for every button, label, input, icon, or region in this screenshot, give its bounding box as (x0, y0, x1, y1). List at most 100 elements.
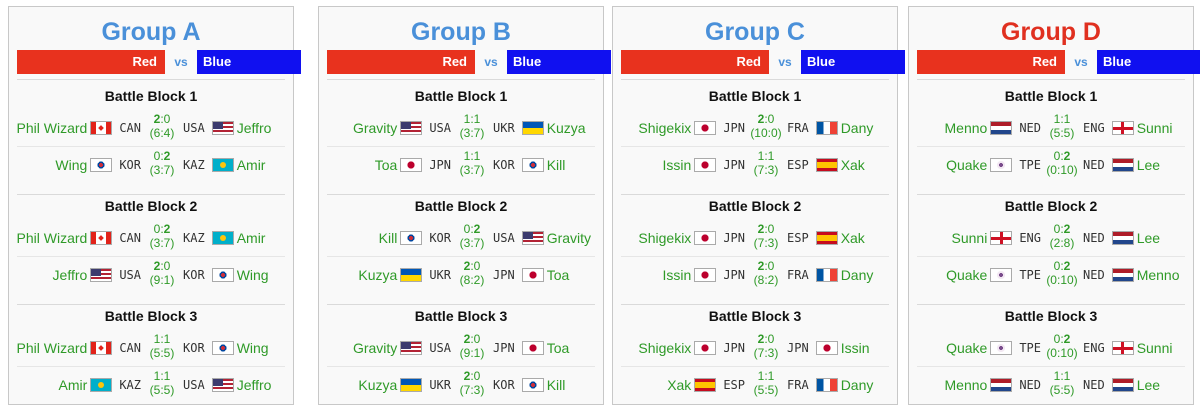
match-row: Menno NED 1:1 (5:5) ENG Sunni (909, 112, 1193, 144)
country-code: JPN (493, 268, 515, 282)
player-name[interactable]: Toa (546, 267, 570, 283)
match-row: Sunni ENG 0:2 (2:8) NED Lee (909, 222, 1193, 254)
player-name[interactable]: Kill (546, 377, 566, 393)
player-name[interactable]: Wing (236, 267, 269, 283)
player-name[interactable]: Lee (1136, 377, 1161, 393)
player-name[interactable]: Menno (944, 377, 988, 393)
player-name[interactable]: Jeffro (236, 377, 272, 393)
country-code: JPN (723, 231, 745, 245)
red-player: Menno NED (909, 118, 1045, 138)
player-name[interactable]: Gravity (352, 340, 398, 356)
player-name[interactable]: Amir (58, 377, 88, 393)
match-score: 0:2 (3:7) (145, 149, 179, 177)
player-name[interactable]: Jeffro (52, 267, 88, 283)
battle-block: Battle Block 3 Shigekix JPN 2:0 (7:3) JPN Issi… (613, 306, 897, 416)
country-code: NED (1083, 378, 1105, 392)
player-name[interactable]: Toa (546, 340, 570, 356)
player-name[interactable]: Dany (840, 120, 874, 136)
red-player: Issin JPN (613, 265, 749, 285)
player-name[interactable]: Shigekix (638, 120, 692, 136)
battle-block: Battle Block 3 Phil Wizard CAN 1:1 (5:5) KOR W… (9, 306, 293, 416)
player-name[interactable]: Quake (946, 340, 988, 356)
match-separator (327, 146, 595, 147)
player-name[interactable]: Toa (374, 157, 398, 173)
player-name[interactable]: Gravity (546, 230, 592, 246)
player-name[interactable]: Phil Wizard (16, 230, 88, 246)
block-separator (917, 194, 1185, 195)
match-row: Gravity USA 1:1 (3:7) UKR Kuzya (319, 112, 603, 144)
match-separator (17, 146, 285, 147)
country-code: FRA (787, 121, 809, 135)
country-code: FRA (787, 268, 809, 282)
player-name[interactable]: Phil Wizard (16, 340, 88, 356)
player-name[interactable]: Issin (662, 157, 692, 173)
japan-flag-icon (694, 121, 717, 135)
player-name[interactable]: Wing (236, 340, 269, 356)
red-vs-blue-header: Red vs Blue (917, 50, 1200, 74)
player-name[interactable]: Quake (946, 267, 988, 283)
player-name[interactable]: Amir (236, 157, 266, 173)
match-separator (327, 366, 595, 367)
blue-player: UKR Kuzya (489, 118, 605, 138)
player-name[interactable]: Kill (546, 157, 566, 173)
spain-flag-icon (694, 378, 717, 392)
player-name[interactable]: Menno (944, 120, 988, 136)
country-code: CAN (119, 341, 141, 355)
player-name[interactable]: Shigekix (638, 230, 692, 246)
player-name[interactable]: Issin (840, 340, 870, 356)
player-name[interactable]: Lee (1136, 230, 1161, 246)
player-name[interactable]: Jeffro (236, 120, 272, 136)
match-separator (917, 256, 1185, 257)
player-name[interactable]: Xak (667, 377, 692, 393)
match-score: 2:0 (9:1) (455, 332, 489, 360)
player-name[interactable]: Lee (1136, 157, 1161, 173)
country-code: TPE (1019, 158, 1041, 172)
country-code: JPN (723, 121, 745, 135)
match-separator (621, 146, 889, 147)
score-detail: (7:3) (753, 346, 779, 360)
match-score: 2:0 (7:3) (455, 369, 489, 397)
kazakhstan-flag-icon (211, 158, 234, 172)
match-score: 1:1 (3:7) (455, 112, 489, 140)
player-name[interactable]: Kuzya (546, 120, 586, 136)
player-name[interactable]: Sunni (951, 230, 988, 246)
country-code: NED (1083, 158, 1105, 172)
player-name[interactable]: Kuzya (358, 377, 398, 393)
group-panel: Group A Red vs Blue Battle Block 1 Phil Wizar… (8, 6, 301, 405)
country-code: CAN (119, 121, 141, 135)
player-name[interactable]: Gravity (352, 120, 398, 136)
block-separator (621, 304, 889, 305)
player-name[interactable]: Dany (840, 377, 874, 393)
player-name[interactable]: Phil Wizard (16, 120, 88, 136)
player-name[interactable]: Kill (378, 230, 398, 246)
country-code: FRA (787, 378, 809, 392)
match-score: 2:0 (10:0) (749, 112, 783, 140)
player-name[interactable]: Dany (840, 267, 874, 283)
player-name[interactable]: Quake (946, 157, 988, 173)
country-code: KAZ (119, 378, 141, 392)
player-name[interactable]: Amir (236, 230, 266, 246)
red-player: Phil Wizard CAN (9, 228, 145, 248)
player-name[interactable]: Kuzya (358, 267, 398, 283)
player-name[interactable]: Shigekix (638, 340, 692, 356)
country-code: USA (183, 378, 205, 392)
red-player: Jeffro USA (9, 265, 145, 285)
blue-player: NED Lee (1079, 228, 1195, 248)
france-flag-icon (815, 121, 838, 135)
player-name[interactable]: Wing (55, 157, 88, 173)
netherlands-flag-icon (1111, 158, 1134, 172)
player-name[interactable]: Menno (1136, 267, 1180, 283)
blue-player: USA Jeffro (179, 375, 295, 395)
match-separator (621, 366, 889, 367)
player-name[interactable]: Xak (840, 157, 865, 173)
player-name[interactable]: Sunni (1136, 340, 1173, 356)
netherlands-flag-icon (1111, 378, 1134, 392)
player-name[interactable]: Xak (840, 230, 865, 246)
match-score: 2:0 (8:2) (455, 259, 489, 287)
battle-block-title: Battle Block 1 (104, 88, 198, 104)
canada-flag-icon (90, 231, 113, 245)
kazakhstan-flag-icon (211, 231, 234, 245)
player-name[interactable]: Sunni (1136, 120, 1173, 136)
player-name[interactable]: Issin (662, 267, 692, 283)
score-detail: (9:1) (459, 346, 485, 360)
